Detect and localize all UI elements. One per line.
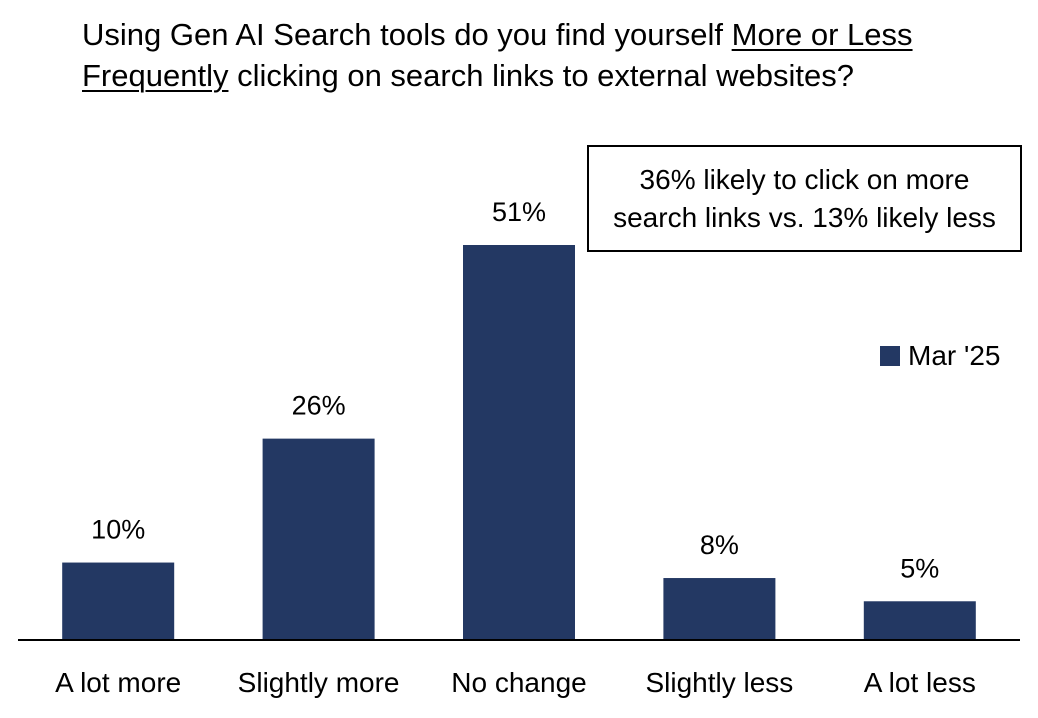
category-labels-group: A lot more Slightly more No change Slightly…	[55, 667, 976, 698]
legend: Mar '25	[880, 340, 1001, 372]
legend-swatch	[880, 346, 900, 366]
bar-value-label: 51%	[492, 197, 546, 227]
bar-value-label: 26%	[292, 391, 346, 421]
category-label: No change	[451, 667, 586, 698]
bar-value-labels-group: 10% 26% 51% 8% 5%	[91, 197, 939, 583]
summary-callout-box: 36% likely to click on more search links…	[587, 145, 1022, 252]
title-text-part-2: clicking on search links to external web…	[228, 58, 854, 93]
title-underlined-more-or-less: More or Less	[731, 17, 913, 52]
bar-no-change	[463, 245, 575, 640]
category-label: Slightly less	[645, 667, 793, 698]
bar-slightly-less	[663, 578, 776, 640]
category-label: A lot less	[864, 667, 976, 698]
category-label: Slightly more	[238, 667, 400, 698]
bar-a-lot-more	[62, 562, 175, 640]
title-text-part-1: Using Gen AI Search tools do you find yo…	[82, 17, 732, 52]
bar-a-lot-less	[863, 601, 976, 640]
callout-line-1: 36% likely to click on more	[639, 163, 970, 195]
chart-title: Using Gen AI Search tools do you find yo…	[82, 14, 982, 96]
bars-group	[62, 245, 976, 640]
legend-label: Mar '25	[908, 340, 1001, 371]
category-label: A lot more	[55, 667, 181, 698]
bar-value-label: 10%	[91, 515, 145, 545]
bar-value-label: 8%	[700, 530, 739, 560]
callout-line-2: search links vs. 13% likely less	[613, 201, 996, 233]
title-underlined-frequently: Frequently	[82, 58, 229, 93]
bar-value-label: 5%	[900, 553, 939, 583]
bar-slightly-more	[262, 438, 375, 640]
